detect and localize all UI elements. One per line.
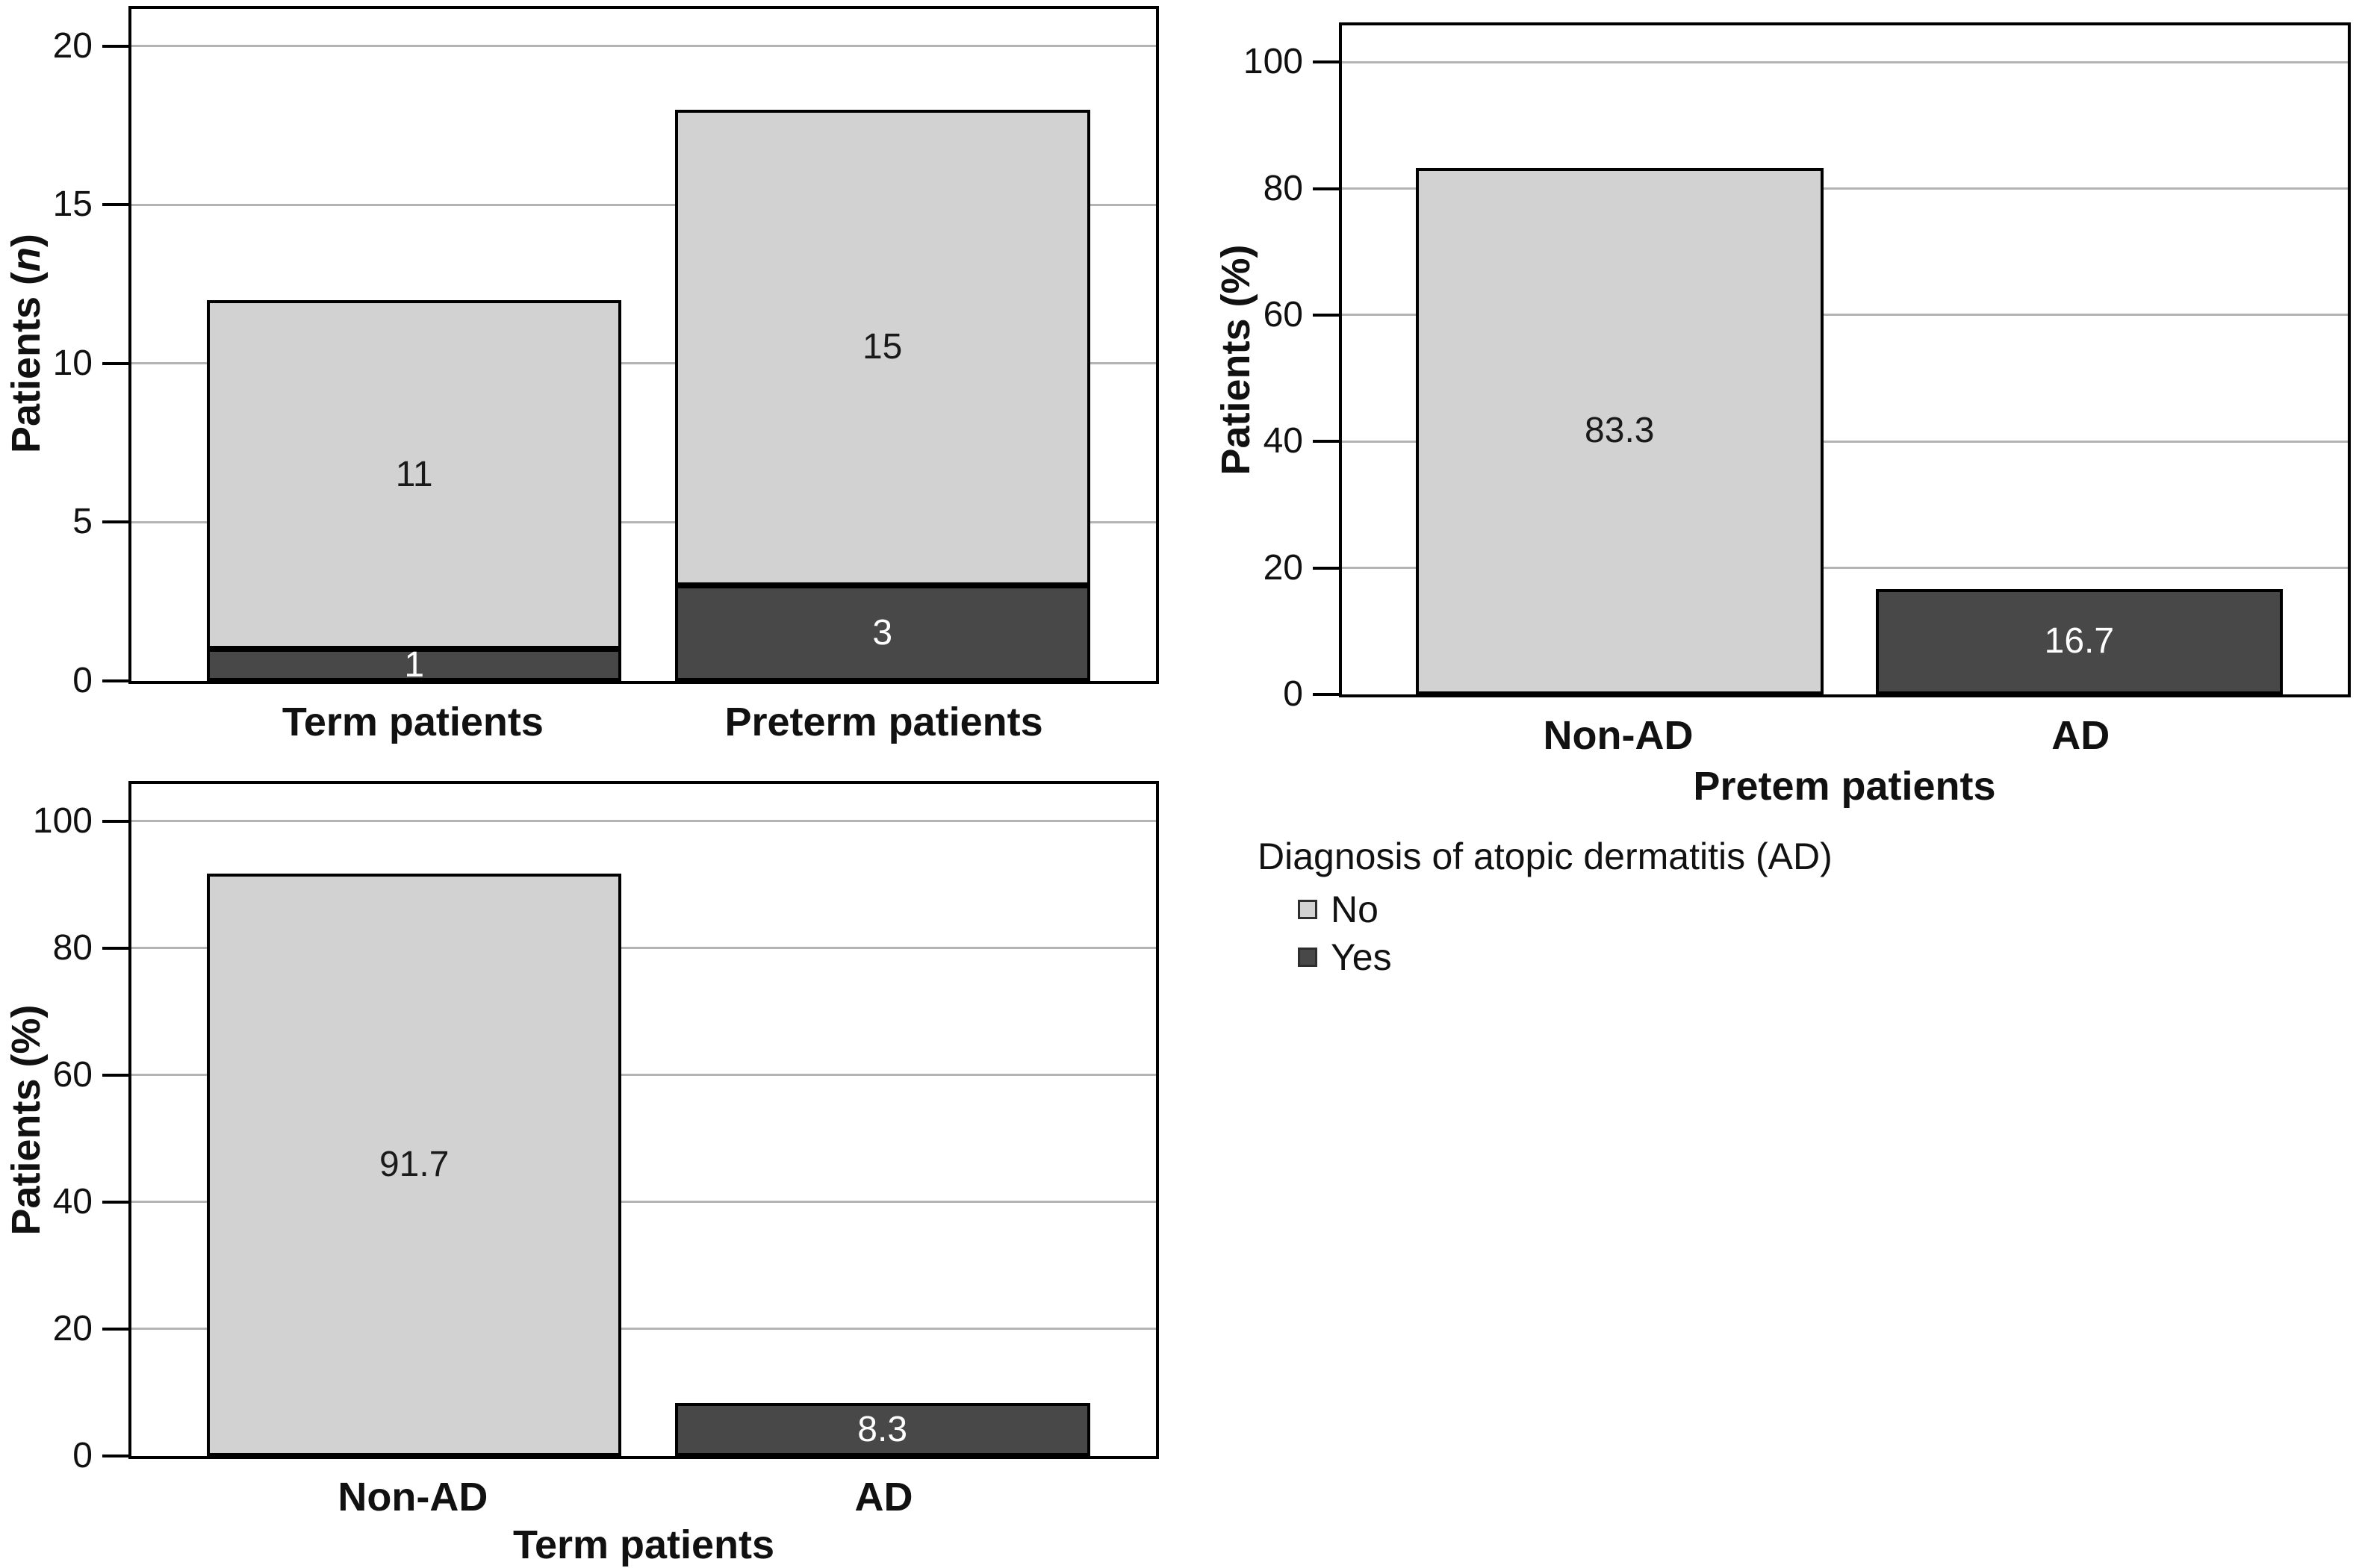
gridline xyxy=(131,203,1156,206)
y-tick-mark xyxy=(102,1073,128,1077)
gridline xyxy=(131,1074,1156,1077)
y-tick-label: 0 xyxy=(72,1436,93,1475)
x-category-label: Non-AD xyxy=(338,1475,488,1519)
legend-swatch-no xyxy=(1298,900,1317,919)
y-tick-mark xyxy=(1313,313,1339,317)
gridline xyxy=(1342,314,2348,317)
bar-segment-no xyxy=(674,109,1090,586)
legend-title: Diagnosis of atopic dermatitis (AD) xyxy=(1258,836,1833,877)
y-tick-label: 100 xyxy=(1243,42,1303,82)
x-category-label: Term patients xyxy=(282,700,544,744)
bar-segment-yes xyxy=(674,1403,1090,1456)
y-tick-mark xyxy=(1313,60,1339,64)
gridline xyxy=(1342,567,2348,570)
bar-value-label: 16.7 xyxy=(2044,621,2115,662)
gridline xyxy=(131,1201,1156,1204)
x-category-label: AD xyxy=(854,1475,913,1519)
x-category-label: Non-AD xyxy=(1543,713,1694,758)
y-tick-label: 10 xyxy=(52,343,93,383)
y-tick-label: 60 xyxy=(52,1054,93,1095)
y-axis-title-suffix: ) xyxy=(4,233,49,247)
x-category-label: Preterm patients xyxy=(724,700,1043,744)
legend-item-label: No xyxy=(1331,889,1379,930)
bar-segment-yes xyxy=(674,585,1090,681)
legend-item-yes: Yes xyxy=(1298,936,1833,978)
y-tick-mark xyxy=(1313,440,1339,444)
y-tick-label: 40 xyxy=(52,1181,93,1222)
legend-item-no: No xyxy=(1298,889,1833,930)
plot-area: 0 5 10 15 20 1 11 3 15 xyxy=(53,6,1159,700)
bar-segment-yes xyxy=(1875,588,2284,694)
bar-segment-no xyxy=(206,299,622,650)
bar-value-label: 1 xyxy=(404,644,425,685)
x-axis-title: Pretem patients xyxy=(1693,764,1996,809)
x-axis-title: Term patients xyxy=(512,1522,775,1567)
y-tick-mark xyxy=(1313,566,1339,570)
y-tick-label: 100 xyxy=(32,800,93,841)
gridline xyxy=(1342,440,2348,443)
y-tick-label: 5 xyxy=(72,502,93,542)
y-tick-label: 80 xyxy=(52,927,93,968)
bar-value-label: 91.7 xyxy=(379,1145,450,1185)
y-tick-mark xyxy=(102,520,128,524)
legend-item-label: Yes xyxy=(1331,936,1392,978)
gridline xyxy=(131,1328,1156,1331)
x-category-labels: Term patients Preterm patients xyxy=(128,699,1159,751)
bar-segment-yes xyxy=(206,649,622,681)
y-tick-mark xyxy=(102,203,128,207)
x-category-label: AD xyxy=(2051,713,2110,758)
y-tick-label: 60 xyxy=(1263,294,1303,335)
y-tick-label: 80 xyxy=(1263,168,1303,208)
y-tick-mark xyxy=(1313,693,1339,696)
y-tick-mark xyxy=(102,1327,128,1331)
x-category-labels: Non-AD AD xyxy=(128,1474,1159,1526)
y-tick-mark xyxy=(102,44,128,48)
legend: Diagnosis of atopic dermatitis (AD) No Ye… xyxy=(1258,835,1833,984)
y-tick-mark xyxy=(1313,187,1339,190)
gridline xyxy=(131,362,1156,365)
plot-area: 0 20 40 60 80 100 83.3 16.7 xyxy=(1243,22,2351,714)
y-tick-label: 20 xyxy=(1263,547,1303,588)
y-tick-label: 0 xyxy=(72,661,93,700)
y-tick-label: 20 xyxy=(52,25,93,66)
y-tick-mark xyxy=(102,1455,128,1457)
bar-segment-no xyxy=(1416,167,1824,694)
bar-value-label: 15 xyxy=(862,327,903,367)
chart-patient-counts: Patients (n) 0 5 10 15 20 1 11 3 15 Term patient… xyxy=(0,0,1165,773)
bar-value-label: 83.3 xyxy=(1585,411,1655,451)
y-tick-label: 20 xyxy=(52,1308,93,1348)
y-tick-mark xyxy=(102,946,128,950)
y-axis-title-italic-n: n xyxy=(4,246,49,272)
x-category-labels: Non-AD AD xyxy=(1339,712,2351,765)
y-tick-mark xyxy=(102,1200,128,1204)
chart-term-percent: Patients (%) 0 20 40 60 80 100 91.7 8.3 Non-AD A… xyxy=(0,775,1165,1567)
gridline xyxy=(131,820,1156,822)
bar-value-label: 3 xyxy=(872,613,893,653)
bar-value-label: 11 xyxy=(395,454,433,494)
y-tick-label: 0 xyxy=(1283,674,1303,714)
legend-swatch-yes xyxy=(1298,948,1317,967)
bar-value-label: 8.3 xyxy=(857,1409,908,1449)
y-tick-mark xyxy=(102,361,128,365)
bar-segment-no xyxy=(206,874,622,1456)
gridline xyxy=(131,45,1156,47)
legend-items: No Yes xyxy=(1258,889,1833,978)
gridline xyxy=(131,947,1156,950)
y-tick-label: 40 xyxy=(1263,421,1303,461)
plot-area: 0 20 40 60 80 100 91.7 8.3 xyxy=(33,781,1159,1475)
gridline xyxy=(131,520,1156,523)
gridline xyxy=(1342,60,2348,63)
y-tick-mark xyxy=(102,679,128,682)
gridline xyxy=(1342,187,2348,190)
y-tick-mark xyxy=(102,819,128,823)
y-tick-label: 15 xyxy=(52,184,93,225)
chart-preterm-percent: Patients (%) 0 20 40 60 80 100 83.3 16.7 Non-AD… xyxy=(1191,0,2356,809)
